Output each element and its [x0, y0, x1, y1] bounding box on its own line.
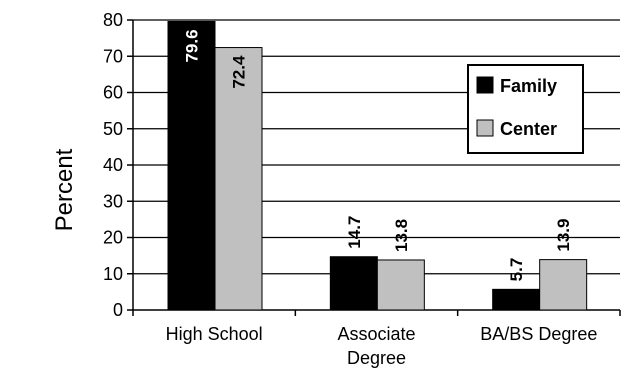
data-labels: 79.6 72.4 14.7 13.8 5.7 13.9 [183, 29, 574, 281]
y-tick-label: 40 [103, 155, 123, 175]
data-label: 13.8 [392, 219, 411, 252]
y-tick-label: 10 [103, 264, 123, 284]
bar-family [167, 20, 216, 311]
legend: Family Center [467, 64, 584, 154]
x-category-label: Associate [337, 324, 415, 344]
legend-swatch-family [476, 76, 494, 94]
legend-label-family: Family [500, 76, 557, 96]
data-label: 5.7 [507, 258, 526, 282]
x-category-label: Degree [347, 348, 406, 368]
y-tick-label: 50 [103, 119, 123, 139]
bars [167, 20, 588, 311]
x-axis-category-labels: High School Associate Degree BA/BS Degree [166, 324, 598, 368]
data-label: 72.4 [230, 55, 249, 89]
y-tick-label: 20 [103, 228, 123, 248]
y-tick-label: 0 [113, 300, 123, 320]
x-category-label: High School [166, 324, 263, 344]
y-axis-ticks: 0 10 20 30 40 50 60 70 80 [103, 10, 133, 320]
data-label: 13.9 [554, 219, 573, 252]
data-label: 14.7 [345, 216, 364, 249]
bar-center [539, 259, 588, 311]
y-tick-label: 60 [103, 83, 123, 103]
legend-label-center: Center [500, 119, 557, 139]
bar-center [214, 47, 263, 311]
bar-family [492, 288, 541, 311]
y-tick-label: 70 [103, 46, 123, 66]
x-category-label: BA/BS Degree [480, 324, 597, 344]
data-label: 79.6 [183, 29, 202, 62]
y-axis-title: Percent [51, 148, 78, 231]
bar-center [376, 259, 425, 311]
bar-family [329, 256, 378, 311]
legend-swatch-center [476, 119, 494, 137]
y-tick-label: 80 [103, 10, 123, 30]
y-tick-label: 30 [103, 191, 123, 211]
